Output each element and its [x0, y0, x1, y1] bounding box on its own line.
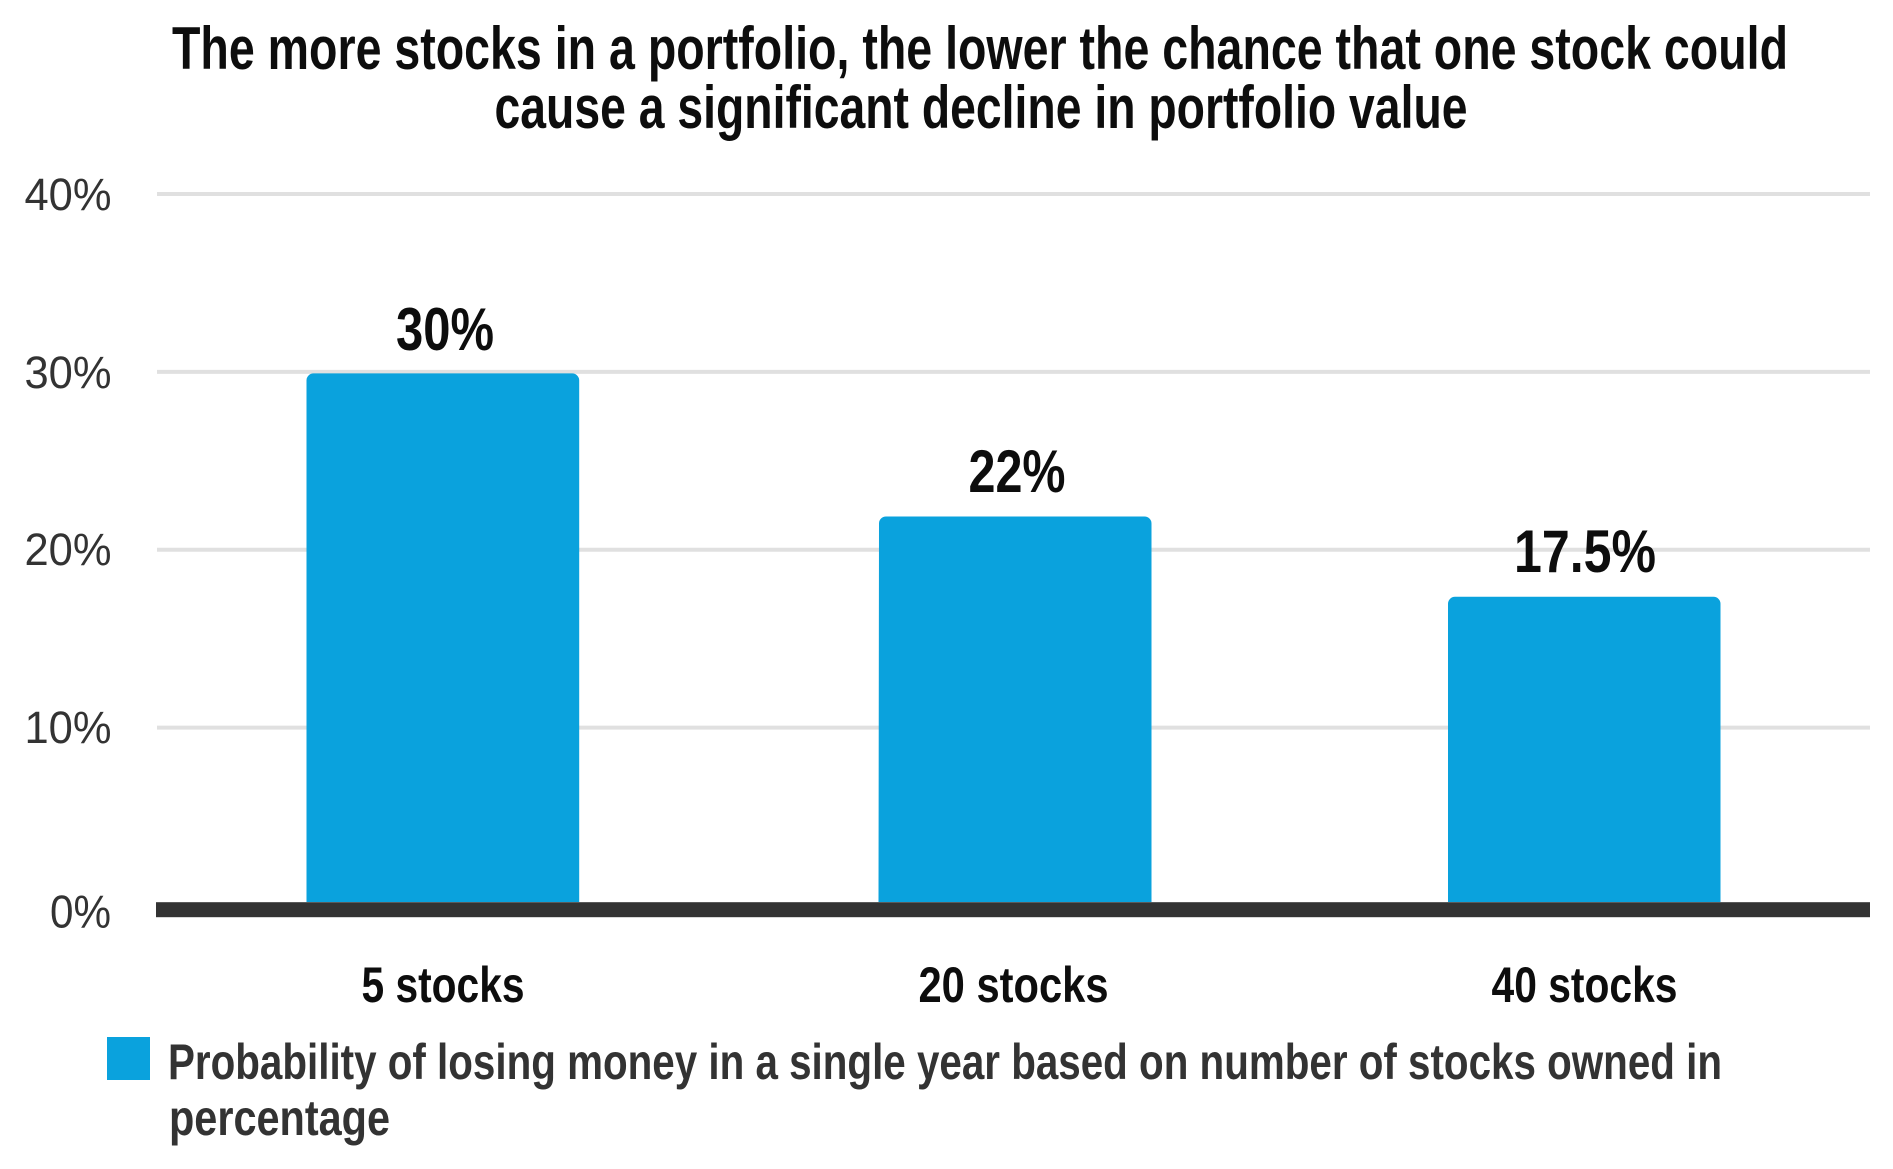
svg-text:17.5%: 17.5% — [1514, 518, 1656, 585]
svg-text:10%: 10% — [25, 702, 112, 753]
svg-text:30%: 30% — [396, 296, 494, 363]
svg-text:cause a significant decline in: cause a significant decline in portfolio… — [495, 74, 1468, 141]
svg-text:40 stocks: 40 stocks — [1492, 957, 1678, 1013]
svg-text:20 stocks: 20 stocks — [919, 957, 1109, 1013]
svg-text:20%: 20% — [25, 524, 112, 575]
svg-text:22%: 22% — [969, 438, 1066, 505]
svg-text:The more stocks in a portfolio: The more stocks in a portfolio, the lowe… — [172, 15, 1788, 82]
svg-text:0%: 0% — [50, 886, 111, 938]
svg-text:Probability of losing money in: Probability of losing money in a single … — [168, 1034, 1722, 1090]
svg-text:30%: 30% — [25, 347, 112, 398]
svg-text:40%: 40% — [25, 169, 112, 220]
svg-text:percentage: percentage — [169, 1090, 390, 1146]
svg-text:5 stocks: 5 stocks — [362, 957, 525, 1013]
